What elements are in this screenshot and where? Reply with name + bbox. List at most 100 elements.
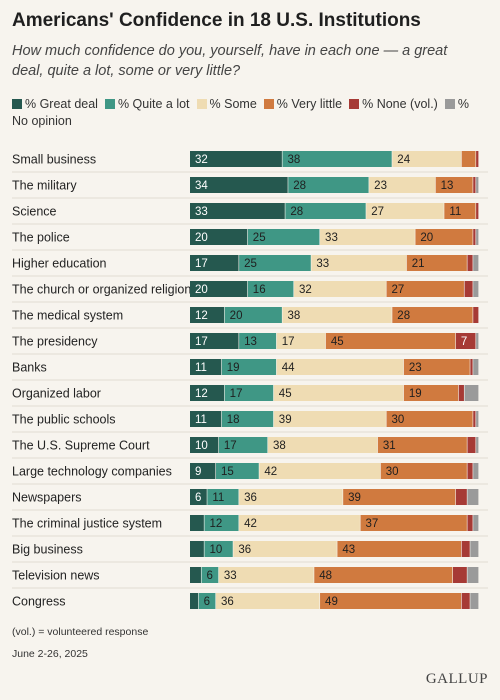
bar-segment	[190, 385, 225, 401]
value-label: 16	[253, 284, 266, 296]
bar-segment	[190, 177, 288, 193]
bar-segment	[190, 593, 199, 609]
bar-segment	[207, 489, 239, 505]
bar-segment	[455, 333, 476, 349]
value-label: 38	[287, 154, 300, 166]
bar-segment	[294, 281, 386, 297]
legend-swatch	[349, 99, 360, 109]
bar-segment	[476, 411, 479, 427]
bar-segment	[218, 437, 268, 453]
bar-segment	[377, 437, 467, 453]
value-label: 17	[282, 336, 295, 348]
bar-segment	[467, 567, 479, 583]
legend-swatch	[104, 99, 115, 109]
bar-segment	[452, 567, 467, 583]
legend-swatch	[263, 99, 274, 109]
value-label: 30	[392, 414, 405, 426]
bar-segment	[221, 411, 274, 427]
legend-swatch	[444, 99, 455, 109]
bar-segment	[224, 385, 274, 401]
bar-segment	[268, 437, 378, 453]
category-label: The church or organized religion	[12, 283, 191, 297]
bar-segment	[239, 489, 343, 505]
bar-segment	[473, 281, 479, 297]
bar-segment	[259, 463, 381, 479]
value-label: 23	[374, 180, 387, 192]
value-label: 12	[195, 388, 208, 400]
bar-segment	[392, 307, 473, 323]
value-label: 25	[244, 258, 257, 270]
value-label: 33	[224, 570, 237, 582]
bar-segment	[476, 437, 479, 453]
bar-segment	[435, 177, 473, 193]
value-label: 12	[209, 518, 222, 530]
bar-segment	[406, 255, 467, 271]
bar-segment	[473, 359, 479, 375]
bar-segment	[337, 541, 462, 557]
value-label: 37	[366, 518, 379, 530]
value-label: 11	[449, 206, 461, 218]
bar-segment	[198, 593, 216, 609]
bar-segment	[311, 255, 407, 271]
category-label: The medical system	[12, 309, 123, 323]
value-label: 49	[325, 596, 338, 608]
bar-segment	[190, 229, 248, 245]
value-label: 38	[273, 440, 286, 452]
value-label: 45	[279, 388, 292, 400]
value-label: 15	[221, 466, 234, 478]
bar-segment	[282, 307, 392, 323]
legend-label: % None (vol.)	[362, 97, 438, 111]
bar-segment	[221, 359, 277, 375]
bar-segment	[392, 151, 462, 167]
value-label: 6	[207, 570, 213, 582]
value-label: 27	[371, 206, 384, 218]
bar-segment	[403, 385, 459, 401]
category-label: Organized labor	[12, 387, 101, 401]
bar-segment	[369, 177, 436, 193]
bar-segment	[461, 541, 470, 557]
bar-segment	[325, 333, 456, 349]
bar-segment	[467, 463, 473, 479]
value-label: 45	[331, 336, 344, 348]
bar-segment	[282, 151, 392, 167]
value-label: 30	[386, 466, 399, 478]
category-label: Large technology companies	[12, 465, 172, 479]
legend-label: % Great deal	[25, 97, 98, 111]
value-label: 17	[195, 336, 208, 348]
bar-segment	[273, 385, 404, 401]
category-label: Newspapers	[12, 491, 81, 505]
bar-segment	[276, 333, 326, 349]
category-label: The police	[12, 231, 70, 245]
category-label: The presidency	[12, 335, 98, 349]
bar-segment	[476, 229, 479, 245]
bar-segment	[458, 385, 464, 401]
legend-item: % Very little	[263, 97, 342, 111]
bar-segment	[415, 229, 473, 245]
bar-segment	[190, 359, 222, 375]
value-label: 31	[383, 440, 396, 452]
value-label: 32	[299, 284, 312, 296]
value-label: 44	[282, 362, 295, 374]
bar-segment	[476, 333, 479, 349]
bar-segment	[239, 515, 360, 531]
bar-segment	[190, 515, 204, 531]
value-label: 19	[227, 362, 240, 374]
value-label: 25	[253, 232, 266, 244]
bar-segment	[476, 177, 479, 193]
bar-segment	[314, 567, 453, 583]
bar-segment	[216, 463, 259, 479]
bar-segment	[190, 411, 222, 427]
value-label: 36	[244, 492, 257, 504]
value-label: 28	[293, 180, 306, 192]
bar-segment	[247, 281, 294, 297]
value-label: 38	[287, 310, 300, 322]
bar-segment	[190, 567, 201, 583]
bar-segment	[204, 541, 233, 557]
value-label: 20	[230, 310, 243, 322]
bar-segment	[190, 463, 216, 479]
value-label: 7	[461, 336, 467, 348]
value-label: 32	[195, 154, 208, 166]
bar-segment	[473, 463, 479, 479]
value-label: 13	[244, 336, 257, 348]
bar-segment	[470, 593, 479, 609]
